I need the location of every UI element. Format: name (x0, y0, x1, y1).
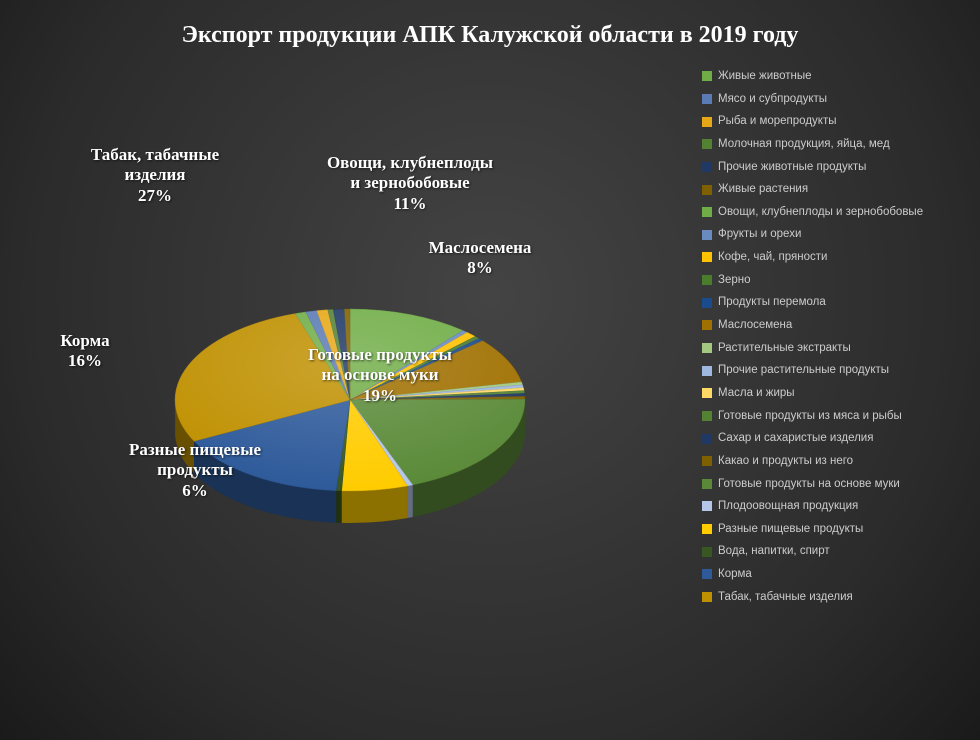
legend-item: Мясо и субпродукты (702, 93, 962, 106)
legend-item: Плодоовощная продукция (702, 500, 962, 513)
legend-item: Прочие животные продукты (702, 161, 962, 174)
legend-label: Масла и жиры (718, 387, 795, 400)
legend-item: Готовые продукты из мяса и рыбы (702, 410, 962, 423)
legend-item: Корма (702, 568, 962, 581)
legend-item: Прочие растительные продукты (702, 364, 962, 377)
legend-swatch (702, 71, 712, 81)
legend-label: Рыба и морепродукты (718, 115, 836, 128)
legend-item: Готовые продукты на основе муки (702, 478, 962, 491)
legend-label: Овощи, клубнеплоды и зернобобовые (718, 206, 923, 219)
legend-label: Молочная продукция, яйца, мед (718, 138, 890, 151)
chart-title: Экспорт продукции АПК Калужской области … (0, 0, 980, 49)
legend-item: Продукты перемола (702, 296, 962, 309)
legend-item: Живые растения (702, 183, 962, 196)
legend-label: Корма (718, 568, 752, 581)
pie-slice-side (408, 485, 413, 518)
legend-label: Сахар и сахаристые изделия (718, 432, 873, 445)
legend-item: Фрукты и орехи (702, 228, 962, 241)
pie-slice-side (342, 486, 408, 523)
legend-item: Молочная продукция, яйца, мед (702, 138, 962, 151)
legend-swatch (702, 185, 712, 195)
legend-swatch (702, 434, 712, 444)
legend-label: Прочие растительные продукты (718, 364, 889, 377)
legend-swatch (702, 117, 712, 127)
legend-label: Разные пищевые продукты (718, 523, 863, 536)
legend-item: Сахар и сахаристые изделия (702, 432, 962, 445)
legend-swatch (702, 569, 712, 579)
legend-swatch (702, 139, 712, 149)
legend-item: Кофе, чай, пряности (702, 251, 962, 264)
legend-label: Фрукты и орехи (718, 228, 801, 241)
legend-swatch (702, 547, 712, 557)
legend-swatch (702, 592, 712, 602)
pie-callout: Готовые продуктына основе муки19% (265, 345, 495, 406)
legend-swatch (702, 298, 712, 308)
legend-swatch (702, 366, 712, 376)
legend-swatch (702, 343, 712, 353)
pie-callout: Корма16% (25, 331, 145, 372)
legend-label: Кофе, чай, пряности (718, 251, 827, 264)
legend-swatch (702, 388, 712, 398)
pie-callout: Маслосемена8% (390, 238, 570, 279)
legend-swatch (702, 411, 712, 421)
legend-item: Разные пищевые продукты (702, 523, 962, 536)
legend-label: Готовые продукты из мяса и рыбы (718, 410, 902, 423)
legend-label: Какао и продукты из него (718, 455, 853, 468)
pie-callout: Разные пищевыепродукты6% (95, 440, 295, 501)
legend-label: Табак, табачные изделия (718, 591, 853, 604)
pie-slice-side (336, 491, 342, 523)
legend-swatch (702, 230, 712, 240)
legend-label: Готовые продукты на основе муки (718, 478, 900, 491)
legend-label: Растительные экстракты (718, 342, 851, 355)
legend-label: Мясо и субпродукты (718, 93, 827, 106)
legend: Живые животные Мясо и субпродукты Рыба и м… (702, 70, 962, 613)
pie-callout: Табак, табачныеизделия27% (50, 145, 260, 206)
legend-item: Растительные экстракты (702, 342, 962, 355)
legend-item: Какао и продукты из него (702, 455, 962, 468)
legend-swatch (702, 320, 712, 330)
legend-swatch (702, 252, 712, 262)
legend-label: Прочие животные продукты (718, 161, 866, 174)
legend-item: Маслосемена (702, 319, 962, 332)
legend-label: Плодоовощная продукция (718, 500, 858, 513)
legend-label: Вода, напитки, спирт (718, 545, 830, 558)
legend-item: Зерно (702, 274, 962, 287)
legend-item: Рыба и морепродукты (702, 115, 962, 128)
legend-swatch (702, 524, 712, 534)
legend-item: Вода, напитки, спирт (702, 545, 962, 558)
legend-swatch (702, 207, 712, 217)
legend-label: Зерно (718, 274, 750, 287)
legend-item: Овощи, клубнеплоды и зернобобовые (702, 206, 962, 219)
legend-item: Масла и жиры (702, 387, 962, 400)
legend-item: Табак, табачные изделия (702, 591, 962, 604)
legend-swatch (702, 501, 712, 511)
legend-swatch (702, 479, 712, 489)
legend-swatch (702, 275, 712, 285)
legend-swatch (702, 94, 712, 104)
legend-label: Живые растения (718, 183, 808, 196)
legend-swatch (702, 456, 712, 466)
legend-label: Продукты перемола (718, 296, 826, 309)
legend-swatch (702, 162, 712, 172)
legend-label: Живые животные (718, 70, 812, 83)
pie-chart: Овощи, клубнеплодыи зернобобовые11% Масло… (0, 110, 700, 710)
legend-item: Живые животные (702, 70, 962, 83)
legend-label: Маслосемена (718, 319, 792, 332)
pie-callout: Овощи, клубнеплодыи зернобобовые11% (300, 153, 520, 214)
pie-svg (120, 230, 580, 610)
